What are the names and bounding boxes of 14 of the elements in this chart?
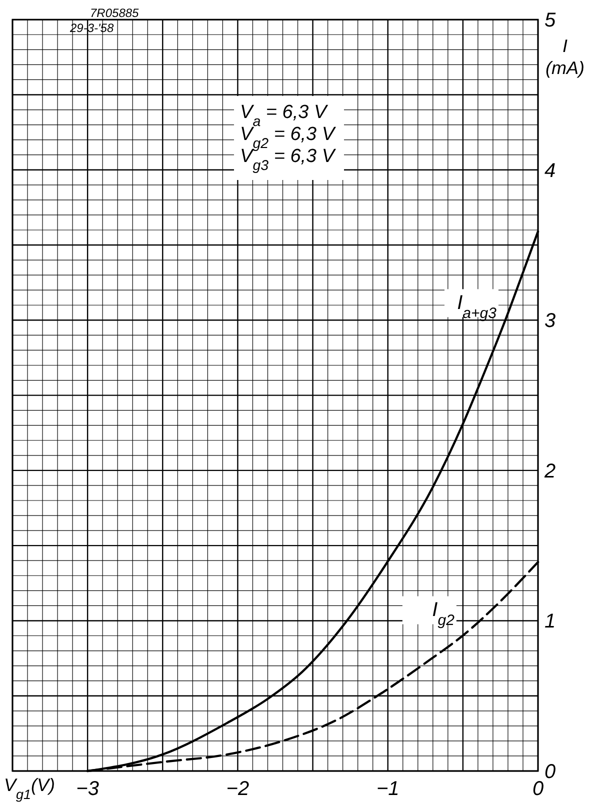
y-tick-label: 3 [544,310,556,332]
y-tick-label: 2 [543,460,556,482]
y-tick-label: 5 [544,10,556,32]
x-tick-label: −2 [226,778,250,800]
y-tick-label: 1 [544,610,556,633]
x-tick-label: −3 [76,778,99,800]
y-tick-label: 4 [544,160,556,182]
series-label: I$_{a+g3}$ [457,292,498,322]
annotation: 7R05885 [90,6,140,20]
y-tick-label: 0 [544,761,556,783]
x-tick-label: −1 [376,778,400,800]
series-label: I$_{g2}$ [432,599,456,629]
x-axis-title: V$_{g1}$(V) [4,775,56,802]
y-axis-title: I (mA) [546,36,584,78]
